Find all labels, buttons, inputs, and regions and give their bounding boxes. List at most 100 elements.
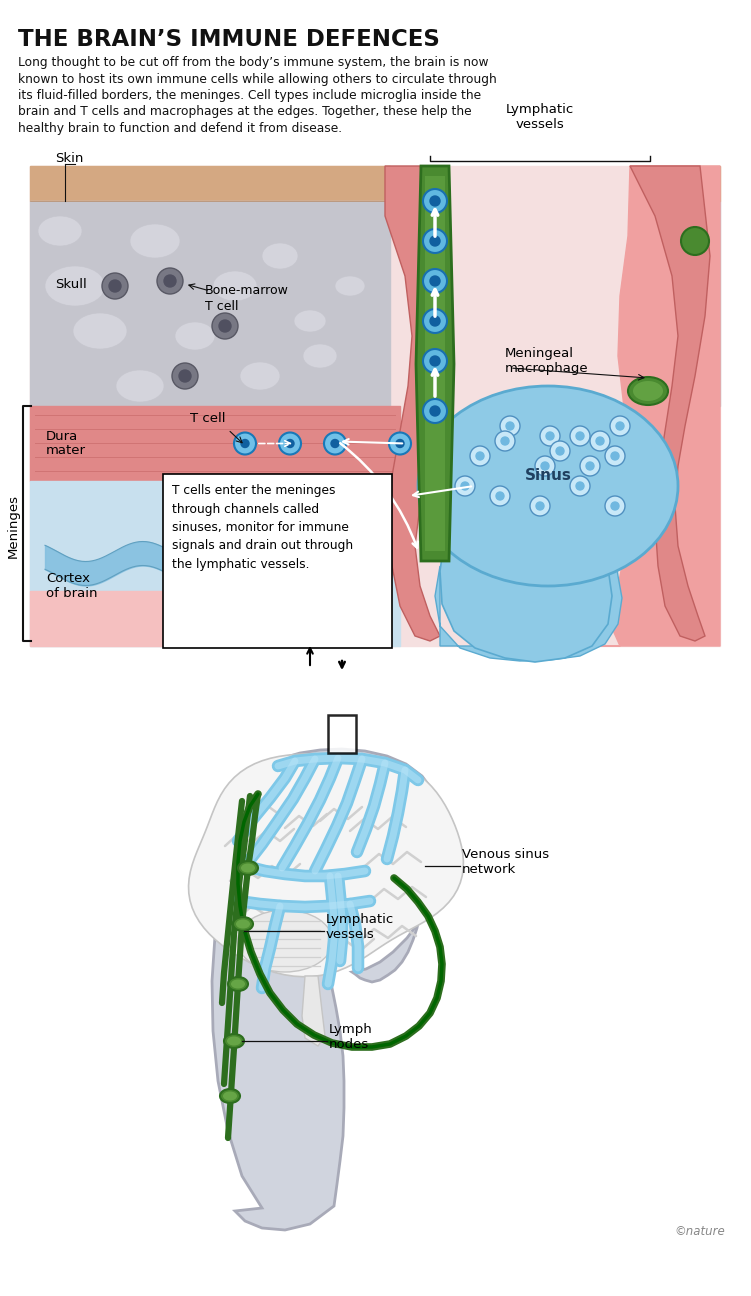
Ellipse shape xyxy=(223,1091,237,1100)
Ellipse shape xyxy=(294,310,326,332)
Circle shape xyxy=(586,461,594,470)
Polygon shape xyxy=(440,537,612,662)
Polygon shape xyxy=(302,976,325,1046)
Circle shape xyxy=(430,196,440,206)
Text: Lymph
nodes: Lymph nodes xyxy=(329,1023,372,1051)
Circle shape xyxy=(681,227,709,255)
Circle shape xyxy=(470,446,490,467)
Ellipse shape xyxy=(237,910,333,972)
Circle shape xyxy=(102,273,128,299)
Circle shape xyxy=(611,502,619,511)
Circle shape xyxy=(279,433,301,455)
Circle shape xyxy=(423,308,447,333)
Circle shape xyxy=(535,456,555,476)
Ellipse shape xyxy=(236,919,250,928)
Ellipse shape xyxy=(228,977,248,991)
Circle shape xyxy=(331,439,339,447)
Circle shape xyxy=(616,422,624,430)
Text: Sinus: Sinus xyxy=(524,468,572,483)
Bar xyxy=(328,715,356,753)
Circle shape xyxy=(109,280,121,292)
Circle shape xyxy=(423,270,447,293)
Circle shape xyxy=(570,426,590,446)
Circle shape xyxy=(506,422,514,430)
Ellipse shape xyxy=(303,343,337,368)
Circle shape xyxy=(570,476,590,496)
Circle shape xyxy=(501,437,509,445)
Polygon shape xyxy=(600,166,720,645)
Circle shape xyxy=(576,482,584,490)
Circle shape xyxy=(611,452,619,460)
Text: ©nature: ©nature xyxy=(674,1225,725,1238)
Circle shape xyxy=(496,492,504,500)
Circle shape xyxy=(396,439,404,447)
Text: T cell: T cell xyxy=(205,299,239,312)
Text: Bone-marrow: Bone-marrow xyxy=(205,285,289,298)
Text: THE BRAIN’S IMMUNE DEFENCES: THE BRAIN’S IMMUNE DEFENCES xyxy=(18,29,440,51)
Circle shape xyxy=(596,437,604,445)
FancyBboxPatch shape xyxy=(163,474,392,648)
Circle shape xyxy=(423,349,447,373)
Polygon shape xyxy=(30,201,390,406)
Ellipse shape xyxy=(233,918,253,931)
Circle shape xyxy=(476,452,484,460)
Circle shape xyxy=(164,275,176,286)
Circle shape xyxy=(605,446,625,467)
Polygon shape xyxy=(30,406,400,481)
Circle shape xyxy=(324,433,346,455)
Polygon shape xyxy=(30,481,400,645)
Circle shape xyxy=(550,441,570,461)
Circle shape xyxy=(219,320,231,332)
Ellipse shape xyxy=(116,369,164,402)
Ellipse shape xyxy=(213,271,257,301)
Polygon shape xyxy=(212,749,445,1230)
Ellipse shape xyxy=(175,321,215,350)
Circle shape xyxy=(536,502,544,511)
Ellipse shape xyxy=(227,1037,241,1046)
Circle shape xyxy=(495,432,515,451)
Ellipse shape xyxy=(241,863,255,872)
Circle shape xyxy=(490,486,510,505)
Ellipse shape xyxy=(418,386,678,586)
Circle shape xyxy=(580,456,600,476)
Circle shape xyxy=(157,268,183,294)
Polygon shape xyxy=(385,166,450,642)
Ellipse shape xyxy=(633,381,663,400)
Circle shape xyxy=(389,433,411,455)
Text: known to host its own immune cells while allowing others to circulate through: known to host its own immune cells while… xyxy=(18,73,496,86)
Circle shape xyxy=(241,439,249,447)
Circle shape xyxy=(430,276,440,286)
Ellipse shape xyxy=(240,362,280,390)
Circle shape xyxy=(423,399,447,422)
Circle shape xyxy=(423,189,447,213)
Circle shape xyxy=(455,476,475,496)
Text: brain and T cells and macrophages at the edges. Together, these help the: brain and T cells and macrophages at the… xyxy=(18,105,472,118)
Text: Skull: Skull xyxy=(55,277,87,290)
Circle shape xyxy=(610,416,630,435)
Text: Meningeal
macrophage: Meningeal macrophage xyxy=(505,347,589,375)
Circle shape xyxy=(430,356,440,365)
Text: Lymphatic
vessels: Lymphatic vessels xyxy=(506,102,574,131)
Polygon shape xyxy=(30,591,200,645)
Ellipse shape xyxy=(262,244,298,270)
Polygon shape xyxy=(635,166,720,201)
Circle shape xyxy=(540,426,560,446)
Polygon shape xyxy=(416,166,454,561)
Text: Long thought to be cut off from the body’s immune system, the brain is now: Long thought to be cut off from the body… xyxy=(18,56,488,69)
Text: Cortex
of brain: Cortex of brain xyxy=(46,572,98,600)
Circle shape xyxy=(430,316,440,327)
Polygon shape xyxy=(30,166,390,201)
Text: Lymphatic
vessels: Lymphatic vessels xyxy=(326,912,394,941)
Circle shape xyxy=(605,496,625,516)
Circle shape xyxy=(430,406,440,416)
Circle shape xyxy=(530,496,550,516)
Text: Venous sinus
network: Venous sinus network xyxy=(462,848,549,876)
Polygon shape xyxy=(0,677,751,1248)
Polygon shape xyxy=(435,556,622,661)
Ellipse shape xyxy=(38,216,82,246)
Circle shape xyxy=(546,432,554,441)
Text: its fluid-filled borders, the meninges. Cell types include microglia inside the: its fluid-filled borders, the meninges. … xyxy=(18,89,481,102)
Circle shape xyxy=(286,439,294,447)
Ellipse shape xyxy=(45,266,105,306)
Circle shape xyxy=(576,432,584,441)
